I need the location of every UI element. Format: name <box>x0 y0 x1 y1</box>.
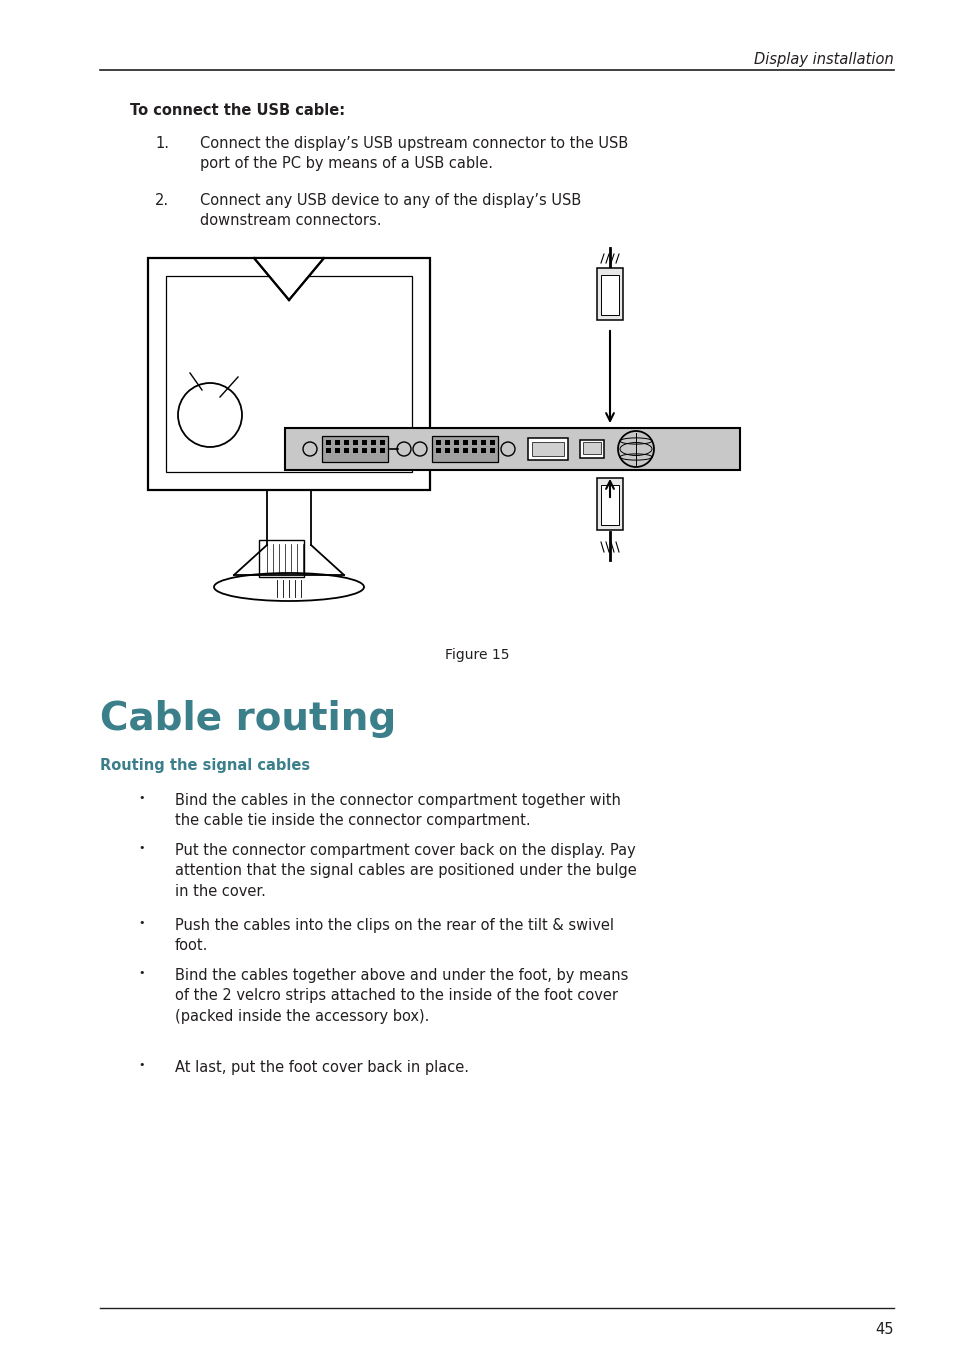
Text: •: • <box>138 1060 144 1069</box>
Bar <box>462 439 468 445</box>
Bar <box>480 439 485 445</box>
Bar <box>444 448 450 453</box>
Bar <box>527 438 567 460</box>
Text: Connect any USB device to any of the display’s USB
downstream connectors.: Connect any USB device to any of the dis… <box>200 193 580 228</box>
Bar <box>371 448 375 453</box>
Text: Display installation: Display installation <box>754 51 893 68</box>
Bar <box>436 448 440 453</box>
Bar <box>326 448 331 453</box>
Bar <box>597 268 622 320</box>
Bar <box>344 448 349 453</box>
Text: •: • <box>138 918 144 927</box>
Bar <box>462 448 468 453</box>
Bar <box>597 479 622 530</box>
Bar <box>258 539 304 577</box>
Text: •: • <box>138 968 144 977</box>
Text: 45: 45 <box>875 1322 893 1337</box>
Bar <box>335 448 339 453</box>
Text: Cable routing: Cable routing <box>100 700 395 738</box>
Bar <box>379 439 385 445</box>
Bar <box>361 448 367 453</box>
Bar <box>472 448 476 453</box>
Bar <box>379 448 385 453</box>
Bar <box>490 439 495 445</box>
Text: Bind the cables in the connector compartment together with
the cable tie inside : Bind the cables in the connector compart… <box>174 794 620 829</box>
Bar <box>579 439 603 458</box>
Bar <box>353 448 357 453</box>
Bar <box>532 442 563 456</box>
Text: Put the connector compartment cover back on the display. Pay
attention that the : Put the connector compartment cover back… <box>174 844 636 899</box>
Text: To connect the USB cable:: To connect the USB cable: <box>130 103 345 118</box>
Bar <box>600 274 618 315</box>
Bar <box>371 439 375 445</box>
Bar <box>361 439 367 445</box>
Bar <box>472 439 476 445</box>
Text: Bind the cables together above and under the foot, by means
of the 2 velcro stri: Bind the cables together above and under… <box>174 968 628 1023</box>
Bar <box>148 258 430 489</box>
Bar <box>322 435 388 462</box>
Bar <box>582 442 600 454</box>
Bar <box>454 448 458 453</box>
Text: At last, put the foot cover back in place.: At last, put the foot cover back in plac… <box>174 1060 469 1075</box>
Text: •: • <box>138 794 144 803</box>
Bar <box>490 448 495 453</box>
Polygon shape <box>253 258 324 300</box>
Bar <box>353 439 357 445</box>
Bar <box>444 439 450 445</box>
Bar <box>344 439 349 445</box>
Text: Figure 15: Figure 15 <box>444 648 509 662</box>
Text: 2.: 2. <box>154 193 169 208</box>
Text: Connect the display’s USB upstream connector to the USB
port of the PC by means : Connect the display’s USB upstream conne… <box>200 137 628 172</box>
Bar <box>600 485 618 525</box>
Bar <box>432 435 497 462</box>
Bar <box>480 448 485 453</box>
Text: 1.: 1. <box>154 137 169 151</box>
Text: •: • <box>138 844 144 853</box>
Bar <box>454 439 458 445</box>
Bar <box>166 276 412 472</box>
Text: Routing the signal cables: Routing the signal cables <box>100 758 310 773</box>
Bar <box>335 439 339 445</box>
Text: Push the cables into the clips on the rear of the tilt & swivel
foot.: Push the cables into the clips on the re… <box>174 918 614 953</box>
Bar <box>436 439 440 445</box>
Bar <box>285 429 740 470</box>
Bar <box>326 439 331 445</box>
